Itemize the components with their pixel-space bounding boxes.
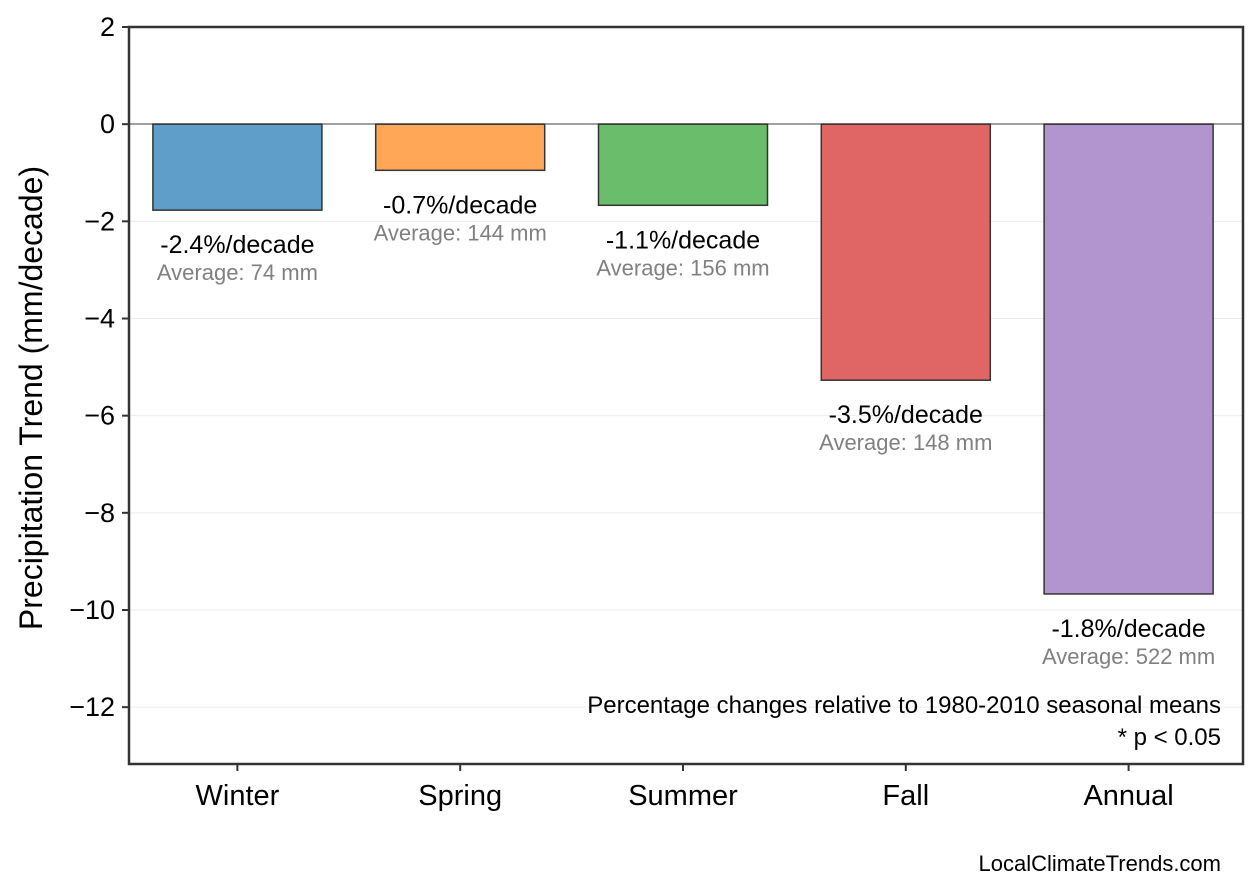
bar-spring	[374, 123, 546, 172]
x-tick-label: Annual	[1083, 780, 1173, 812]
y-tick-label: 2	[100, 12, 115, 42]
average-label: Average: 148 mm	[819, 430, 992, 455]
y-tick-label: −10	[69, 595, 115, 625]
credit: LocalClimateTrends.com	[979, 851, 1222, 876]
bar-summer	[597, 123, 769, 207]
x-tick-label: Winter	[196, 780, 280, 812]
average-label: Average: 144 mm	[374, 220, 547, 245]
y-axis-label: Precipitation Trend (mm/decade)	[13, 166, 49, 630]
bars	[152, 123, 1214, 595]
percent-label: -3.5%/decade	[829, 401, 983, 429]
y-tick-label: −8	[84, 498, 115, 528]
percent-label: -0.7%/decade	[383, 191, 537, 219]
percent-label: -1.1%/decade	[606, 226, 760, 254]
plot-frame	[127, 25, 1245, 766]
x-tick-label: Summer	[628, 780, 738, 812]
y-tick-label: −2	[84, 206, 115, 236]
y-tick-label: 0	[100, 109, 115, 139]
x-axis-ticks: Winter Spring Summer Fall Annual	[196, 764, 1174, 812]
bar-winter	[152, 123, 323, 211]
percent-label: -1.8%/decade	[1051, 615, 1205, 643]
average-label: Average: 74 mm	[157, 260, 318, 285]
x-tick-label: Fall	[882, 780, 929, 812]
percent-label: -2.4%/decade	[160, 231, 314, 259]
y-tick-label: −6	[84, 401, 115, 431]
bar-annual	[1043, 123, 1214, 595]
annotation-significance: * p < 0.05	[1118, 724, 1221, 751]
annotation-note: Percentage changes relative to 1980-2010…	[587, 692, 1221, 719]
x-tick-label: Spring	[418, 780, 502, 812]
bar-fall	[820, 123, 992, 381]
y-axis-ticks: 2 0 −2 −4 −6 −8 −10 −12	[69, 12, 129, 722]
average-label: Average: 522 mm	[1042, 644, 1215, 669]
average-label: Average: 156 mm	[596, 255, 769, 280]
y-tick-label: −12	[69, 692, 115, 722]
y-tick-label: −4	[84, 303, 115, 333]
